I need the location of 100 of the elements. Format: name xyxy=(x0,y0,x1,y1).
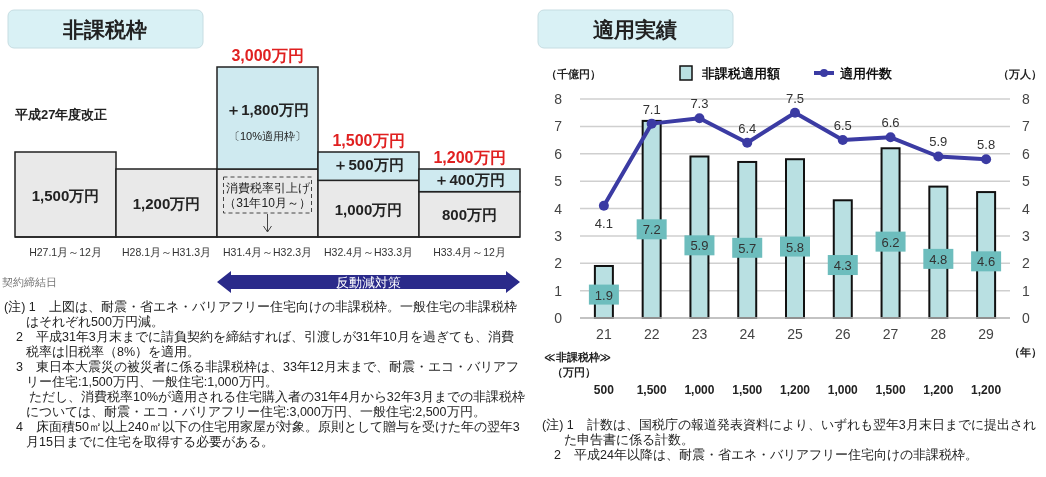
point xyxy=(694,113,705,124)
point xyxy=(742,137,753,148)
y-tick-label: 8 xyxy=(554,91,563,107)
x-tick-label: H28.1月～H31.3月 xyxy=(121,246,212,258)
text: (注) 1 上図は、耐震・省エネ・バリアフリー住宅向けの非課税枠。一般住宅の非課税枠はそれぞれ500万円減。 xyxy=(4,300,518,330)
text: 反動減対策 xyxy=(336,275,401,290)
x-tick-label: 26 xyxy=(834,326,851,342)
text: （万円） xyxy=(552,366,596,379)
point xyxy=(646,118,657,129)
text: (注) 1 計数は、国税庁の報道発表資料により、いずれも翌年3月末日までに提出された申告書に係る計数。 xyxy=(542,418,1037,448)
y-tick-label: 7 xyxy=(554,118,563,135)
y2-tick-label: 3 xyxy=(1022,227,1030,244)
x-tick-label: H32.4月～H33.3月 xyxy=(323,246,414,258)
chart-title: 非課税枠 xyxy=(62,18,147,41)
point xyxy=(981,154,992,165)
annotation: 平成27年度改正 xyxy=(14,107,108,122)
data-label: 7.2 xyxy=(642,222,661,238)
x-tick-label: H27.1月～12月 xyxy=(29,246,102,258)
total-label: 1,200万円 xyxy=(433,149,506,166)
legend-label: 非課税適用額 xyxy=(701,66,780,81)
text: 1,500 xyxy=(875,383,906,397)
text: 1,500 xyxy=(732,383,763,397)
y2-tick-label: 4 xyxy=(1022,200,1030,217)
data-label: 4.8 xyxy=(929,251,948,267)
data-label: 1,000万円 xyxy=(334,200,403,218)
y-tick-label: 6 xyxy=(554,145,563,162)
data-label: ＋1,800万円 xyxy=(226,100,309,118)
text: 1,500 xyxy=(636,383,668,397)
total-label: 1,500万円 xyxy=(332,132,405,149)
x-tick-label: 24 xyxy=(739,326,756,342)
chart-title: 適用実績 xyxy=(593,18,677,41)
text: 2 平成24年以降は、耐震・省エネ・バリアフリー住宅向けの非課税枠。 xyxy=(553,448,979,463)
x-tick-label: 28 xyxy=(930,326,947,342)
y-tick-label: 2 xyxy=(554,255,563,272)
data-label: 6.4 xyxy=(738,120,757,136)
y-tick-label: 0 xyxy=(554,310,563,326)
data-label: 6.2 xyxy=(881,234,900,250)
data-label: 7.3 xyxy=(690,96,709,112)
data-label: ＋400万円 xyxy=(434,171,505,189)
y2-tick-label: 7 xyxy=(1022,118,1030,135)
y-tick-label: 4 xyxy=(554,200,563,217)
x-tick-label: 22 xyxy=(643,326,660,342)
y-tick-label: 5 xyxy=(554,173,563,190)
data-label: 6.6 xyxy=(881,115,900,131)
data-label: 5.9 xyxy=(929,134,948,150)
text: 1,200 xyxy=(779,383,811,397)
legend-label: 適用件数 xyxy=(839,66,893,81)
annotation: 消費税率引上げ xyxy=(225,181,311,195)
point xyxy=(885,132,896,143)
annotation: （31年10月～） xyxy=(224,196,311,210)
total-label: 3,000万円 xyxy=(231,47,304,64)
y2-tick-label: 2 xyxy=(1022,255,1030,272)
y2-tick-label: 5 xyxy=(1022,173,1030,190)
y2-axis-title: （万人） xyxy=(998,68,1042,81)
text: ただし、消費税率10%が適用される住宅購入者の31年4月から32年3月までの非課税枠については、耐震・エコ・バリアフリー住宅:3,000万円、一般住宅:2,500万円。 xyxy=(25,390,526,420)
data-label: 4.6 xyxy=(977,254,996,270)
x-tick-label: H33.4月～12月 xyxy=(433,246,506,258)
y-tick-label: 3 xyxy=(554,227,563,244)
text: 1,000 xyxy=(827,383,859,397)
point xyxy=(598,200,609,211)
x-tick-label: 29 xyxy=(978,326,995,342)
y2-tick-label: 8 xyxy=(1022,91,1030,107)
data-label: 4.1 xyxy=(594,215,613,231)
x-tick-label: 23 xyxy=(691,326,708,342)
x-tick-label: H31.4月～H32.3月 xyxy=(222,246,313,258)
title: 非課税枠 xyxy=(7,9,204,49)
y2-tick-label: 6 xyxy=(1022,145,1030,162)
text: 4 床面積50㎡以上240㎡以下の住宅用家屋が対象。原則として贈与を受けた年の翌年3月15日までに住宅を取得する必要がある。 xyxy=(15,420,521,450)
data-label: 1,200万円 xyxy=(132,195,201,212)
data-label: 6.5 xyxy=(833,118,852,134)
text: 1,200 xyxy=(923,383,954,397)
y2-tick-label: 1 xyxy=(1022,282,1030,299)
point xyxy=(790,107,800,118)
data-label: 1,500万円 xyxy=(31,186,100,204)
text: 3 東日本大震災の被災者に係る非課税枠は、33年12月末まで、耐震・エコ・バリアフリー住宅:1,500万円、一般住宅:1,000万円。 xyxy=(15,360,520,390)
text: ≪非課税枠≫ xyxy=(544,351,612,363)
y2-tick-label: 0 xyxy=(1022,310,1030,326)
data-label: 1.9 xyxy=(594,287,613,303)
x-tick-label: 21 xyxy=(596,326,612,342)
data-label: 5.8 xyxy=(977,137,996,153)
y-tick-label: 1 xyxy=(554,282,563,299)
x-tick-label: 25 xyxy=(787,326,803,342)
text: 500 xyxy=(593,383,615,397)
text: 1,000 xyxy=(684,383,715,397)
title: 適用実績 xyxy=(537,9,734,49)
text: 2 平成31年3月末までに請負契約を締結すれば、引渡しが31年10月を過ぎても、消費税率は旧税率（8%）を適用。 xyxy=(15,330,515,360)
data-label: 5.9 xyxy=(690,238,709,254)
data-label: 7.5 xyxy=(785,90,805,106)
data-label: 800万円 xyxy=(441,206,498,224)
point xyxy=(933,151,944,162)
data-label: 4.3 xyxy=(833,258,852,274)
text: 1,200 xyxy=(971,383,1002,397)
annotation: 〔10%適用枠〕 xyxy=(228,130,307,142)
point xyxy=(837,135,848,146)
x-tick-label: 27 xyxy=(882,326,899,342)
data-label: 7.1 xyxy=(642,101,661,117)
x-axis-title: （年） xyxy=(1009,346,1042,359)
data-label: ＋500万円 xyxy=(333,156,404,174)
data-label: 5.7 xyxy=(738,240,757,256)
y-axis-title: （千億円） xyxy=(546,68,601,81)
